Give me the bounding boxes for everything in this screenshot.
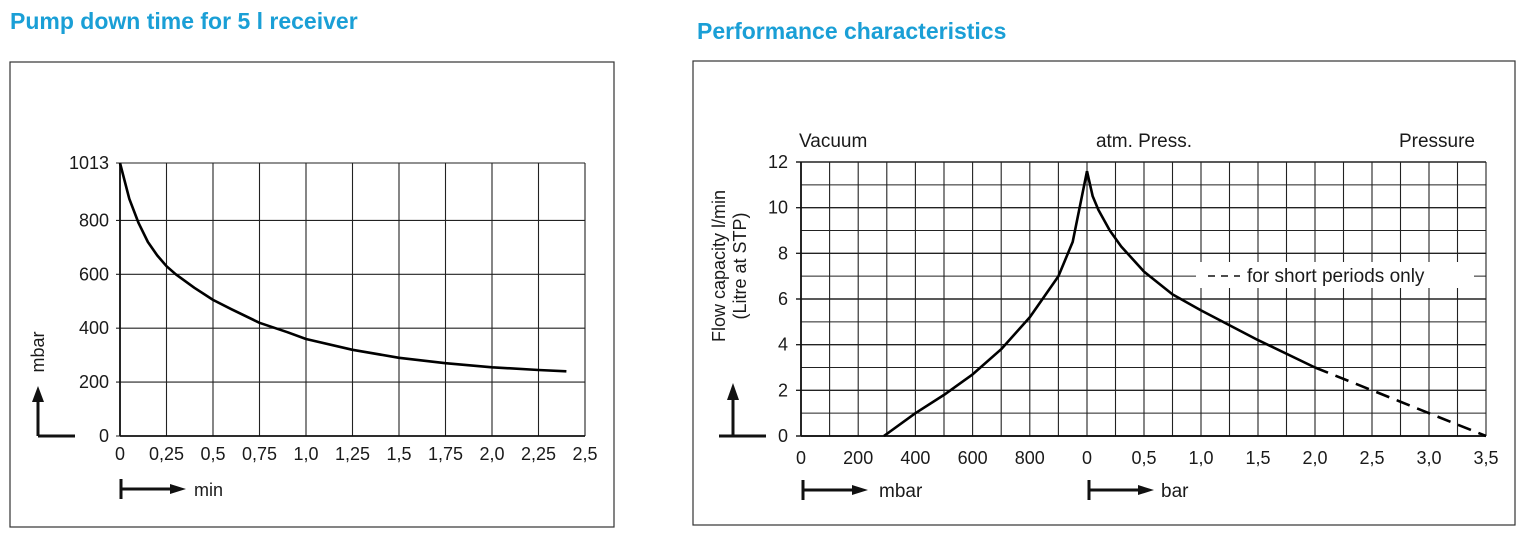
right-chart-frame [692,60,1516,526]
x-tick-label: 0,25 [149,444,184,464]
performance-chart: 0 2 4 6 8 10 12 0 200 400 600 800 0 0,5 1,0 1,5 2,0 2,5 3,… [709,131,1499,502]
bar-arrow-head [1138,485,1154,495]
y-tick-label: 0 [778,426,788,446]
x-tick-label: 200 [843,448,873,468]
x-axis-label: min [194,480,223,500]
x-tick-label: 400 [900,448,930,468]
pressure-curve [1085,170,1316,369]
y-tick-label: 2 [778,380,788,400]
x-tick-label: 1,0 [1188,448,1213,468]
y-arrow-head [727,383,739,400]
annotation-background [1196,262,1474,288]
x-tick-label: 0 [115,444,125,464]
region-label-vacuum: Vacuum [799,131,867,152]
x-tick-label: 3,0 [1416,448,1441,468]
y-tick-label: 12 [768,152,788,172]
x-arrow-head [170,484,186,494]
x-tick-label: 1,5 [386,444,411,464]
x-tick-label: 2,5 [1359,448,1384,468]
left-chart-frame [9,61,615,528]
y-tick-label: 800 [79,210,109,230]
x-tick-label: 3,5 [1473,448,1498,468]
y-axis-label: mbar [28,331,48,372]
y-arrow-head [32,386,44,402]
y-tick-label: 1013 [69,153,109,173]
x-tick-label: 2,5 [572,444,597,464]
y-tick-label: 400 [79,318,109,338]
x-tick-label: 0,75 [242,444,277,464]
x-tick-label: 2,0 [479,444,504,464]
x-unit-label-bar: bar [1161,481,1189,502]
y-axis-label-line2: (Litre at STP) [730,212,750,319]
x-tick-label: 1,25 [335,444,370,464]
region-label-atm: atm. Press. [1096,131,1192,152]
pump-down-curve [118,162,567,373]
y-tick-label: 200 [79,372,109,392]
pump-down-chart: 0 0,25 0,5 0,75 1,0 1,25 1,5 1,75 2,0 2,25 2,5 0 200… [28,153,598,500]
y-tick-label: 10 [768,198,788,218]
mbar-arrow-head [852,485,868,495]
x-tick-label: 1,5 [1245,448,1270,468]
x-tick-label: 0,5 [1131,448,1156,468]
annotation-text: for short periods only [1247,266,1425,287]
x-tick-label: 2,25 [521,444,556,464]
x-unit-label-mbar: mbar [879,481,923,502]
x-tick-label: 2,0 [1302,448,1327,468]
chart-title-left: Pump down time for 5 l receiver [10,8,358,34]
short-period-dashed-curve [1314,366,1487,438]
y-tick-label: 4 [778,335,788,355]
x-tick-label: 600 [958,448,988,468]
x-tick-label: 0 [1082,448,1092,468]
x-tick-label: 0 [796,448,806,468]
y-tick-label: 8 [778,243,788,263]
vacuum-curve [883,170,1089,438]
y-tick-label: 6 [778,289,788,309]
y-tick-label: 0 [99,426,109,446]
region-label-pressure: Pressure [1399,131,1475,152]
y-tick-label: 600 [79,264,109,284]
x-tick-label: 0,5 [200,444,225,464]
x-tick-label: 800 [1015,448,1045,468]
chart-title-right: Performance characteristics [697,18,1007,44]
y-axis-label-line1: Flow capacity l/min [709,190,729,342]
x-tick-label: 1,75 [428,444,463,464]
x-tick-label: 1,0 [293,444,318,464]
